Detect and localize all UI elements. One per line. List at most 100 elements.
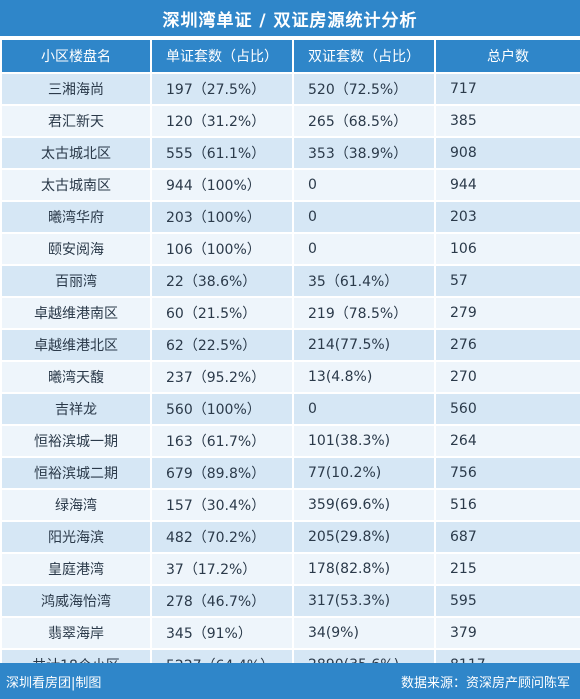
cell-name: 恒裕滨城二期 bbox=[0, 456, 152, 490]
cell-single: 944（100%） bbox=[150, 168, 294, 202]
cell-single: 560（100%） bbox=[150, 392, 294, 426]
cell-total: 203 bbox=[434, 200, 580, 234]
cell-single: 120（31.2%） bbox=[150, 104, 294, 138]
cell-single: 197（27.5%） bbox=[150, 72, 294, 106]
cell-name: 皇庭港湾 bbox=[0, 552, 152, 586]
cell-total: 756 bbox=[434, 456, 580, 490]
cell-single: 60（21.5%） bbox=[150, 296, 294, 330]
table-row: 太古城南区 944（100%） 0 944 bbox=[0, 168, 580, 202]
data-table: 小区楼盘名 单证套数（占比） 双证套数（占比） 总户数 三湘海尚 197（27.5… bbox=[0, 38, 580, 682]
cell-total: 264 bbox=[434, 424, 580, 458]
cell-single: 106（100%） bbox=[150, 232, 294, 266]
cell-double: 265（68.5%） bbox=[292, 104, 436, 138]
cell-total: 516 bbox=[434, 488, 580, 522]
cell-name: 曦湾华府 bbox=[0, 200, 152, 234]
cell-name: 绿海湾 bbox=[0, 488, 152, 522]
cell-double: 317(53.3%) bbox=[292, 584, 436, 618]
table-row: 百丽湾 22（38.6%） 35（61.4%） 57 bbox=[0, 264, 580, 298]
cell-total: 944 bbox=[434, 168, 580, 202]
cell-double: 353（38.9%） bbox=[292, 136, 436, 170]
cell-double: 101(38.3%) bbox=[292, 424, 436, 458]
cell-total: 57 bbox=[434, 264, 580, 298]
cell-double: 35（61.4%） bbox=[292, 264, 436, 298]
cell-single: 37（17.2%） bbox=[150, 552, 294, 586]
table-row: 太古城北区 555（61.1%） 353（38.9%） 908 bbox=[0, 136, 580, 170]
table-row: 三湘海尚 197（27.5%） 520（72.5%） 717 bbox=[0, 72, 580, 106]
cell-single: 237（95.2%） bbox=[150, 360, 294, 394]
cell-double: 0 bbox=[292, 168, 436, 202]
table-row: 君汇新天 120（31.2%） 265（68.5%） 385 bbox=[0, 104, 580, 138]
table-row: 翡翠海岸 345（91%） 34(9%) 379 bbox=[0, 616, 580, 650]
footer-source: 数据来源：资深房产顾问陈军 bbox=[400, 675, 570, 691]
cell-single: 482（70.2%） bbox=[150, 520, 294, 554]
cell-total: 717 bbox=[434, 72, 580, 106]
cell-total: 270 bbox=[434, 360, 580, 394]
table-row: 颐安阅海 106（100%） 0 106 bbox=[0, 232, 580, 266]
cell-name: 翡翠海岸 bbox=[0, 616, 152, 650]
cell-double: 34(9%) bbox=[292, 616, 436, 650]
table-row: 曦湾华府 203（100%） 0 203 bbox=[0, 200, 580, 234]
footer: 深圳看房团|制图 数据来源：资深房产顾问陈军 bbox=[0, 663, 580, 699]
table-row: 阳光海滨 482（70.2%） 205(29.8%) 687 bbox=[0, 520, 580, 554]
cell-total: 215 bbox=[434, 552, 580, 586]
cell-name: 吉祥龙 bbox=[0, 392, 152, 426]
table-title: 深圳湾单证 / 双证房源统计分析 bbox=[0, 0, 580, 38]
header-total: 总户数 bbox=[434, 38, 580, 74]
cell-single: 278（46.7%） bbox=[150, 584, 294, 618]
cell-name: 君汇新天 bbox=[0, 104, 152, 138]
cell-double: 219（78.5%） bbox=[292, 296, 436, 330]
cell-single: 22（38.6%） bbox=[150, 264, 294, 298]
table-row: 恒裕滨城二期 679（89.8%） 77(10.2%) 756 bbox=[0, 456, 580, 490]
cell-name: 太古城南区 bbox=[0, 168, 152, 202]
table-body: 三湘海尚 197（27.5%） 520（72.5%） 717 君汇新天 120（31.2%… bbox=[0, 72, 580, 682]
header-single: 单证套数（占比） bbox=[150, 38, 294, 74]
cell-single: 679（89.8%） bbox=[150, 456, 294, 490]
footer-credit: 深圳看房团|制图 bbox=[6, 675, 102, 691]
cell-single: 203（100%） bbox=[150, 200, 294, 234]
cell-name: 太古城北区 bbox=[0, 136, 152, 170]
cell-name: 恒裕滨城一期 bbox=[0, 424, 152, 458]
cell-double: 214(77.5%) bbox=[292, 328, 436, 362]
header-double: 双证套数（占比） bbox=[292, 38, 436, 74]
cell-total: 908 bbox=[434, 136, 580, 170]
cell-name: 百丽湾 bbox=[0, 264, 152, 298]
cell-total: 106 bbox=[434, 232, 580, 266]
cell-single: 163（61.7%） bbox=[150, 424, 294, 458]
cell-total: 385 bbox=[434, 104, 580, 138]
cell-name: 颐安阅海 bbox=[0, 232, 152, 266]
cell-single: 62（22.5%） bbox=[150, 328, 294, 362]
cell-total: 276 bbox=[434, 328, 580, 362]
cell-double: 359(69.6%) bbox=[292, 488, 436, 522]
header-name: 小区楼盘名 bbox=[0, 38, 152, 74]
table-row: 绿海湾 157（30.4%） 359(69.6%) 516 bbox=[0, 488, 580, 522]
table-row: 鸿威海怡湾 278（46.7%） 317(53.3%) 595 bbox=[0, 584, 580, 618]
cell-double: 0 bbox=[292, 200, 436, 234]
cell-name: 曦湾天馥 bbox=[0, 360, 152, 394]
cell-double: 205(29.8%) bbox=[292, 520, 436, 554]
cell-total: 279 bbox=[434, 296, 580, 330]
table-row: 曦湾天馥 237（95.2%） 13(4.8%) 270 bbox=[0, 360, 580, 394]
cell-total: 687 bbox=[434, 520, 580, 554]
cell-double: 178(82.8%) bbox=[292, 552, 436, 586]
cell-single: 555（61.1%） bbox=[150, 136, 294, 170]
table-row: 吉祥龙 560（100%） 0 560 bbox=[0, 392, 580, 426]
cell-single: 157（30.4%） bbox=[150, 488, 294, 522]
table-row: 卓越维港北区 62（22.5%） 214(77.5%) 276 bbox=[0, 328, 580, 362]
cell-single: 345（91%） bbox=[150, 616, 294, 650]
table-row: 恒裕滨城一期 163（61.7%） 101(38.3%) 264 bbox=[0, 424, 580, 458]
table-row: 卓越维港南区 60（21.5%） 219（78.5%） 279 bbox=[0, 296, 580, 330]
cell-total: 379 bbox=[434, 616, 580, 650]
cell-total: 560 bbox=[434, 392, 580, 426]
cell-double: 0 bbox=[292, 392, 436, 426]
cell-name: 鸿威海怡湾 bbox=[0, 584, 152, 618]
cell-double: 0 bbox=[292, 232, 436, 266]
cell-total: 595 bbox=[434, 584, 580, 618]
header-row: 小区楼盘名 单证套数（占比） 双证套数（占比） 总户数 bbox=[0, 38, 580, 74]
cell-name: 卓越维港南区 bbox=[0, 296, 152, 330]
cell-name: 卓越维港北区 bbox=[0, 328, 152, 362]
cell-double: 520（72.5%） bbox=[292, 72, 436, 106]
cell-double: 77(10.2%) bbox=[292, 456, 436, 490]
table-row: 皇庭港湾 37（17.2%） 178(82.8%) 215 bbox=[0, 552, 580, 586]
cell-name: 阳光海滨 bbox=[0, 520, 152, 554]
